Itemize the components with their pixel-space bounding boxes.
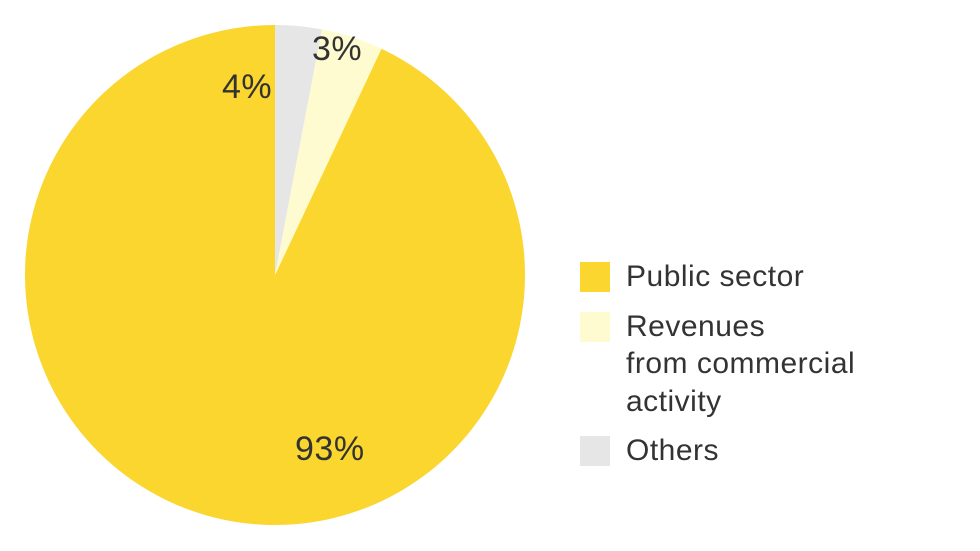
legend-item-others: Others — [580, 432, 855, 470]
slice-label-public: 93% — [295, 430, 365, 469]
legend-item-revenues: Revenues from commercial activity — [580, 308, 855, 421]
chart-stage: 3% 4% 93% Public sector Revenues from co… — [0, 0, 980, 551]
legend-label-others: Others — [626, 432, 719, 470]
pie-svg — [25, 25, 525, 525]
slice-label-revenues: 4% — [222, 68, 272, 107]
slice-label-others: 3% — [312, 30, 362, 69]
legend: Public sector Revenues from commercial a… — [580, 258, 855, 482]
legend-label-revenues: Revenues from commercial activity — [626, 308, 855, 421]
legend-swatch-revenues — [580, 312, 610, 342]
legend-item-public: Public sector — [580, 258, 855, 296]
legend-swatch-public — [580, 262, 610, 292]
legend-swatch-others — [580, 436, 610, 466]
legend-label-public: Public sector — [626, 258, 804, 296]
pie-chart — [25, 25, 525, 530]
